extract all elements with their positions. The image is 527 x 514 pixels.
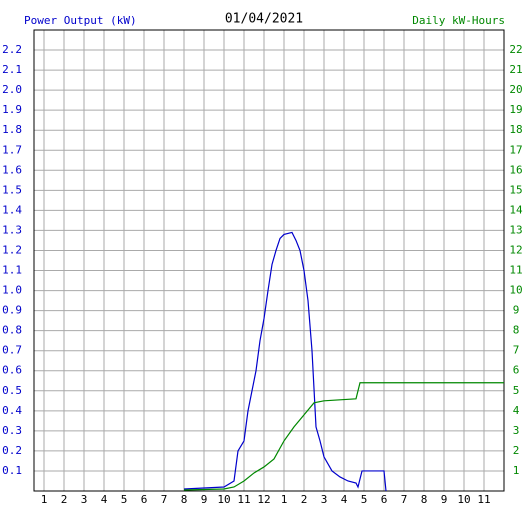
y-tick-label: 0.5 bbox=[2, 384, 22, 397]
y-axis-title: Power Output (kW) bbox=[24, 14, 137, 27]
y-tick-label: 0.3 bbox=[2, 424, 22, 437]
x-tick-label: 2 bbox=[61, 493, 68, 506]
x-tick-label: 11 bbox=[477, 493, 490, 506]
x-tick-label: 1 bbox=[41, 493, 48, 506]
x-tick-label: 3 bbox=[321, 493, 328, 506]
y2-tick-label: 16 bbox=[509, 163, 522, 176]
series-line bbox=[183, 231, 387, 492]
y2-tick-label: 20 bbox=[509, 83, 522, 96]
y2-tick-label: 3 bbox=[513, 424, 520, 437]
y2-tick-label: 18 bbox=[509, 123, 522, 136]
y2-tick-label: 21 bbox=[509, 63, 522, 76]
x-tick-label: 5 bbox=[361, 493, 368, 506]
x-tick-label: 8 bbox=[421, 493, 428, 506]
plot-border bbox=[33, 29, 505, 492]
y-tick-label: 1.7 bbox=[2, 143, 22, 156]
x-tick-label: 7 bbox=[161, 493, 168, 506]
y-tick-label: 1.1 bbox=[2, 264, 22, 277]
y-tick-label: 1.6 bbox=[2, 163, 22, 176]
x-tick-label: 11 bbox=[237, 493, 250, 506]
y2-tick-label: 12 bbox=[509, 243, 522, 256]
y2-axis-title: Daily kW-Hours bbox=[412, 14, 505, 27]
y2-tick-label: 13 bbox=[509, 223, 522, 236]
x-tick-label: 2 bbox=[301, 493, 308, 506]
y-tick-label: 1.9 bbox=[2, 103, 22, 116]
y-tick-label: 1.3 bbox=[2, 223, 22, 236]
x-tick-label: 10 bbox=[457, 493, 470, 506]
y-tick-label: 0.1 bbox=[2, 464, 22, 477]
y-tick-label: 0.7 bbox=[2, 344, 22, 357]
y-tick-label: 0.2 bbox=[2, 444, 22, 457]
y2-tick-label: 1 bbox=[513, 464, 520, 477]
y2-tick-label: 22 bbox=[509, 43, 522, 56]
x-tick-label: 1 bbox=[281, 493, 288, 506]
x-tick-label: 4 bbox=[341, 493, 348, 506]
x-tick-label: 7 bbox=[401, 493, 408, 506]
y2-tick-label: 8 bbox=[513, 324, 520, 337]
y-tick-label: 1.2 bbox=[2, 243, 22, 256]
y2-tick-label: 9 bbox=[513, 304, 520, 317]
y2-tick-label: 2 bbox=[513, 444, 520, 457]
series-line bbox=[183, 382, 504, 491]
chart-title: 01/04/2021 bbox=[225, 12, 303, 27]
x-tick-label: 12 bbox=[257, 493, 270, 506]
x-tick-label: 9 bbox=[201, 493, 208, 506]
y-tick-label: 1.5 bbox=[2, 183, 22, 196]
x-tick-label: 4 bbox=[101, 493, 108, 506]
y2-tick-label: 10 bbox=[509, 284, 522, 297]
y-tick-label: 0.6 bbox=[2, 364, 22, 377]
y-tick-label: 0.4 bbox=[2, 404, 22, 417]
y2-tick-label: 15 bbox=[509, 183, 522, 196]
y2-tick-label: 6 bbox=[513, 364, 520, 377]
y-tick-label: 2.1 bbox=[2, 63, 22, 76]
x-tick-label: 6 bbox=[141, 493, 148, 506]
y2-tick-label: 7 bbox=[513, 344, 520, 357]
x-tick-label: 6 bbox=[381, 493, 388, 506]
y2-tick-label: 4 bbox=[513, 404, 520, 417]
y-tick-label: 0.8 bbox=[2, 324, 22, 337]
x-tick-label: 8 bbox=[181, 493, 188, 506]
y-tick-label: 2.0 bbox=[2, 83, 22, 96]
y-tick-label: 0.9 bbox=[2, 304, 22, 317]
y-tick-label: 2.2 bbox=[2, 43, 22, 56]
x-tick-label: 9 bbox=[441, 493, 448, 506]
y2-tick-label: 17 bbox=[509, 143, 522, 156]
y-tick-label: 1.4 bbox=[2, 203, 22, 216]
x-tick-label: 5 bbox=[121, 493, 128, 506]
y2-tick-label: 11 bbox=[509, 264, 522, 277]
x-tick-label: 10 bbox=[217, 493, 230, 506]
x-tick-label: 3 bbox=[81, 493, 88, 506]
y-tick-label: 1.0 bbox=[2, 284, 22, 297]
y2-tick-label: 14 bbox=[509, 203, 523, 216]
y2-tick-label: 19 bbox=[509, 103, 522, 116]
y2-tick-label: 5 bbox=[513, 384, 520, 397]
y-tick-label: 1.8 bbox=[2, 123, 22, 136]
